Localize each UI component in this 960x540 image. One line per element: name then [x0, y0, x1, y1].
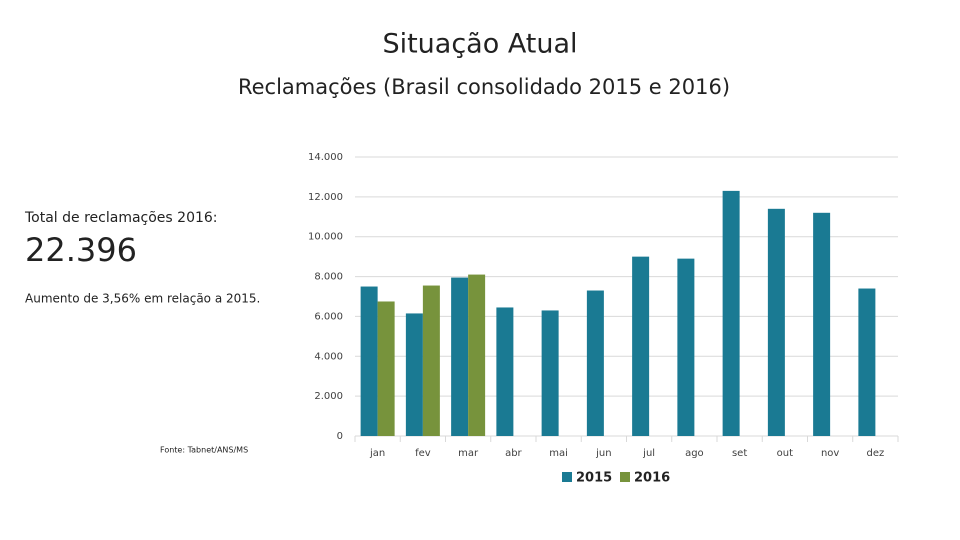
x-tick-label: fev [415, 448, 431, 459]
y-tick-label: 0 [337, 431, 343, 442]
legend-label: 2016 [634, 471, 670, 486]
x-tick-label: abr [505, 448, 522, 459]
x-tick-label: nov [821, 448, 839, 459]
x-tick-label: jun [595, 448, 611, 459]
bar [422, 285, 440, 436]
y-tick-label: 4.000 [314, 351, 343, 362]
bar [496, 307, 514, 436]
x-tick-label: jan [369, 448, 385, 459]
bar [405, 313, 423, 436]
x-tick-label: set [732, 448, 747, 459]
slide-title: Situação Atual [382, 29, 577, 60]
summary-label: Total de reclamações 2016: [24, 210, 218, 226]
y-tick-label: 10.000 [308, 232, 343, 243]
legend-swatch [620, 472, 630, 482]
bar [360, 286, 378, 436]
slide-subtitle: Reclamações (Brasil consolidado 2015 e 2… [238, 75, 730, 99]
x-tick-label: mai [549, 448, 568, 459]
x-tick-label: mar [458, 448, 479, 459]
bar [722, 190, 740, 436]
y-tick-label: 6.000 [314, 311, 343, 322]
summary-total: 22.396 [25, 231, 137, 269]
bar [451, 277, 469, 436]
bar [767, 208, 785, 436]
y-tick-label: 12.000 [308, 192, 343, 203]
legend-swatch [562, 472, 572, 482]
legend-label: 2015 [576, 471, 612, 486]
bar [586, 290, 604, 436]
bar [632, 256, 650, 436]
y-tick-label: 8.000 [314, 272, 343, 283]
bar [858, 288, 876, 436]
source-note: Fonte: Tabnet/ANS/MS [160, 446, 248, 455]
bar [468, 274, 486, 436]
x-tick-label: dez [867, 448, 885, 459]
y-tick-label: 2.000 [314, 391, 343, 402]
x-tick-label: ago [685, 448, 704, 459]
bar [813, 212, 831, 436]
x-tick-label: out [777, 448, 793, 459]
y-tick-label: 14.000 [308, 152, 343, 163]
bar [677, 258, 695, 436]
summary-note: Aumento de 3,56% em relação a 2015. [25, 292, 260, 306]
x-tick-label: jul [642, 448, 655, 459]
bar [377, 301, 395, 436]
bar [541, 310, 559, 436]
